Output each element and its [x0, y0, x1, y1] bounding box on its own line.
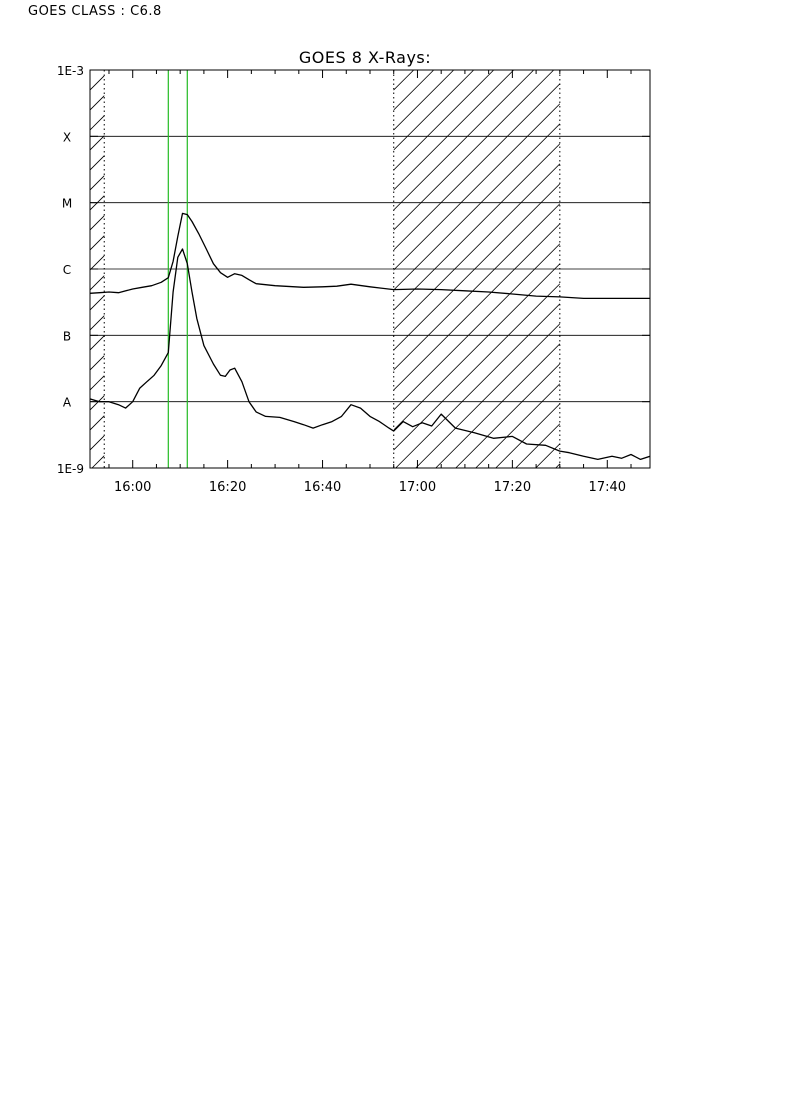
x-tick-label: 17:20 [494, 480, 531, 495]
data-series [90, 212, 650, 461]
x-tick-label: 17:40 [589, 480, 626, 495]
y-tick-label: M [62, 197, 72, 211]
y-tick-label: 1E-9 [57, 462, 84, 476]
series-line-2 [90, 248, 650, 461]
class-gridlines [90, 135, 650, 403]
y-tick-label: A [63, 396, 72, 410]
y-tick-label: X [63, 130, 71, 144]
axes: 16:00 16:20 16:40 17:00 17:20 17:40 1E-3 X M C B A 1… [57, 64, 650, 495]
x-tick-label: 16:20 [209, 480, 246, 495]
x-tick-label: 16:00 [114, 480, 151, 495]
x-tick-label: 16:40 [304, 480, 341, 495]
chart-title: GOES 8 X-Rays: [299, 48, 431, 67]
hatch-line [90, 70, 91, 71]
goes-class-label: GOES CLASS : C6.8 [28, 4, 162, 19]
series-line-1 [90, 212, 650, 300]
y-tick-label: B [63, 329, 71, 343]
event-markers [167, 70, 188, 468]
y-tick-label: C [63, 263, 71, 277]
y-tick-label: 1E-3 [57, 64, 84, 78]
x-tick-label: 17:00 [399, 480, 436, 495]
